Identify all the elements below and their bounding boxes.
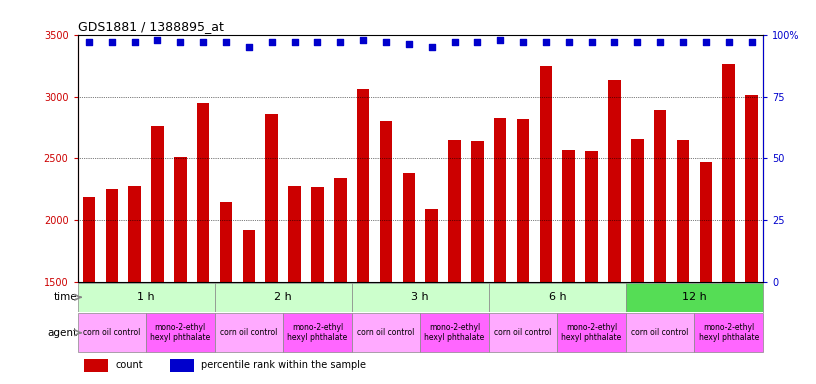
Point [699,39,712,45]
Point [242,44,255,50]
Point [722,39,735,45]
Point [631,39,644,45]
Bar [220,202,233,384]
Point [585,39,598,45]
Bar [539,66,552,384]
Bar [471,141,484,384]
Bar [699,162,712,384]
Bar [722,64,735,384]
Text: corn oil control: corn oil control [494,328,552,337]
Bar [288,186,301,384]
Bar [174,157,187,384]
Point [448,39,461,45]
Text: corn oil control: corn oil control [357,328,415,337]
Bar [608,80,621,384]
Bar [170,359,194,372]
Point [128,39,141,45]
Point [676,39,690,45]
Text: 12 h: 12 h [682,292,707,302]
Point [265,39,278,45]
Bar [311,187,324,384]
Text: mono-2-ethyl
hexyl phthalate: mono-2-ethyl hexyl phthalate [424,323,485,343]
Bar [448,140,461,384]
Bar [489,283,626,311]
Point [379,39,392,45]
Point [608,39,621,45]
Bar [654,110,667,384]
Text: 2 h: 2 h [274,292,292,302]
Bar [425,209,438,384]
Point [151,36,164,43]
Bar [352,313,420,353]
Point [105,39,118,45]
Text: 3 h: 3 h [411,292,429,302]
Bar [82,197,95,384]
Bar [489,313,557,353]
Text: count: count [115,360,143,370]
Bar [78,313,146,353]
Bar [626,313,694,353]
Bar [562,150,575,384]
Bar [84,359,109,372]
Bar [146,313,215,353]
Text: corn oil control: corn oil control [83,328,140,337]
Point [425,44,438,50]
Bar [215,283,352,311]
Text: 6 h: 6 h [548,292,566,302]
Point [357,36,370,43]
Point [745,39,758,45]
Point [471,39,484,45]
Bar [626,283,763,311]
Point [539,39,552,45]
Text: percentile rank within the sample: percentile rank within the sample [201,360,366,370]
Bar [283,313,352,353]
Bar [676,140,690,384]
Point [402,41,415,48]
Point [197,39,210,45]
Bar [242,230,255,384]
Text: mono-2-ethyl
hexyl phthalate: mono-2-ethyl hexyl phthalate [698,323,759,343]
Text: GDS1881 / 1388895_at: GDS1881 / 1388895_at [78,20,224,33]
Text: 1 h: 1 h [137,292,155,302]
Bar [402,173,415,384]
Bar [105,189,118,384]
Text: mono-2-ethyl
hexyl phthalate: mono-2-ethyl hexyl phthalate [287,323,348,343]
Bar [265,114,278,384]
Bar [694,313,763,353]
Point [311,39,324,45]
Point [174,39,187,45]
Point [494,36,507,43]
Bar [557,313,626,353]
Text: corn oil control: corn oil control [632,328,689,337]
Bar [151,126,164,384]
Text: agent: agent [47,328,78,338]
Bar [78,283,215,311]
Bar [631,139,644,384]
Point [82,39,95,45]
Text: mono-2-ethyl
hexyl phthalate: mono-2-ethyl hexyl phthalate [150,323,211,343]
Bar [494,118,507,384]
Text: corn oil control: corn oil control [220,328,277,337]
Bar [517,119,530,384]
Point [654,39,667,45]
Bar [357,89,370,384]
Bar [379,121,392,384]
Bar [585,151,598,384]
Point [517,39,530,45]
Text: mono-2-ethyl
hexyl phthalate: mono-2-ethyl hexyl phthalate [561,323,622,343]
Bar [128,186,141,384]
Bar [197,103,210,384]
Bar [420,313,489,353]
Bar [215,313,283,353]
Bar [745,95,758,384]
Bar [352,283,489,311]
Text: time: time [54,292,78,302]
Point [334,39,347,45]
Point [562,39,575,45]
Point [220,39,233,45]
Bar [334,178,347,384]
Point [288,39,301,45]
